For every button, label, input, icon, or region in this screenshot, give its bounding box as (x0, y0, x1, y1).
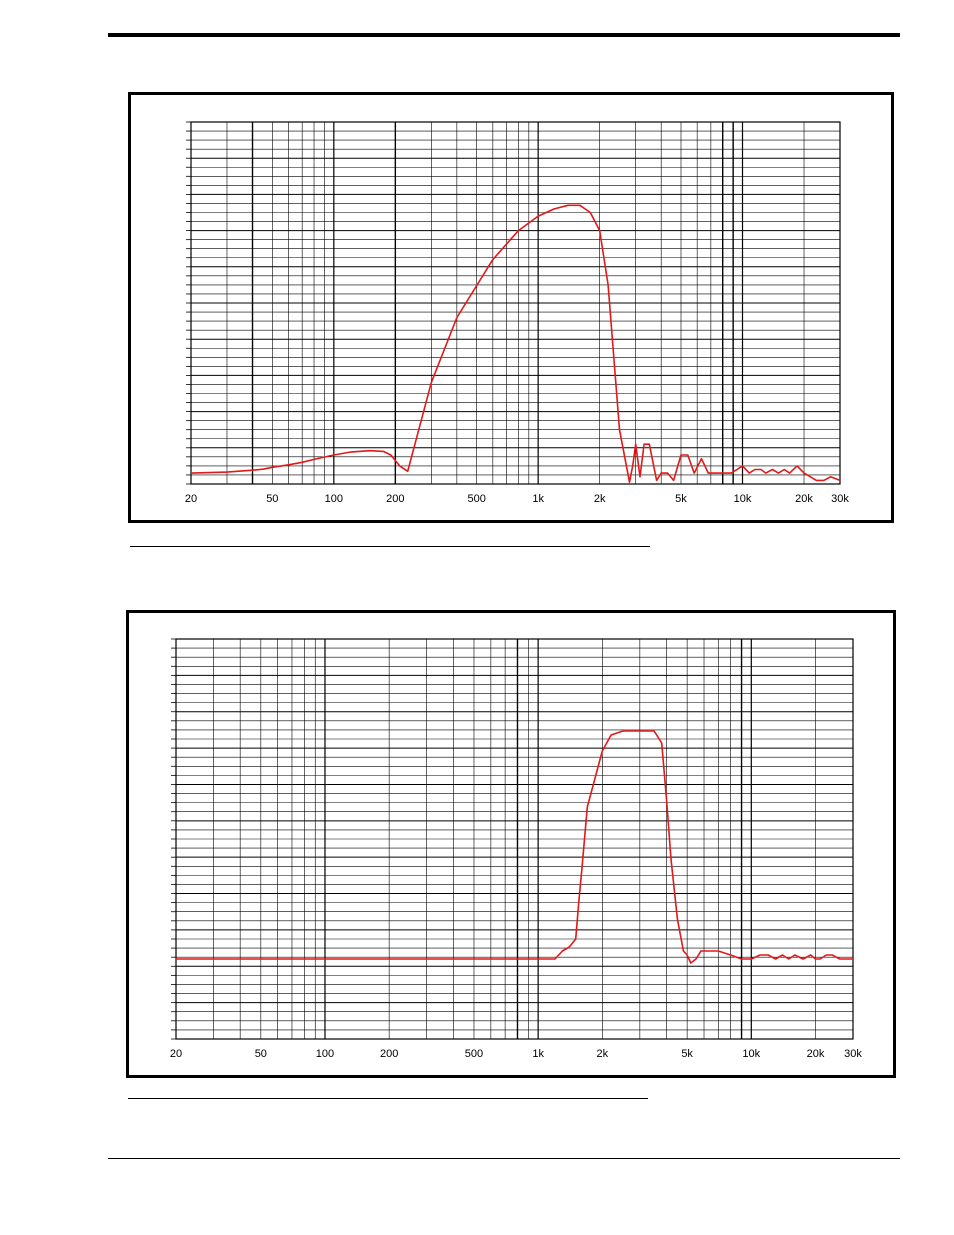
x-tick-label: 10k (734, 493, 752, 505)
x-tick-label: 50 (255, 1048, 267, 1060)
x-tick-label: 30k (844, 1048, 862, 1060)
x-tick-label: 10k (742, 1048, 760, 1060)
x-tick-label: 2k (594, 493, 606, 505)
plot-area (175, 638, 854, 1040)
top-rule (108, 33, 900, 37)
caption-1-underline (130, 546, 650, 547)
x-tick-label: 50 (266, 493, 278, 505)
x-tick-label: 1k (532, 1048, 544, 1060)
bottom-rule (108, 1158, 900, 1159)
x-tick-label: 100 (316, 1048, 334, 1060)
x-tick-label: 30k (831, 493, 849, 505)
x-tick-label: 20k (795, 493, 813, 505)
x-tick-label: 5k (681, 1048, 693, 1060)
chart-2-frame: 20 50 100 200 500 1k 2k 5k 10k 20k 30k (126, 610, 896, 1078)
x-tick-label: 200 (386, 493, 404, 505)
response-curve (190, 204, 841, 484)
x-tick-label: 500 (467, 493, 485, 505)
chart-1: 20 50 100 200 500 1k 2k 5k 10k 20k 30k (185, 121, 849, 505)
response-curve (176, 730, 853, 964)
caption-2-underline (128, 1098, 648, 1099)
grid-2 (171, 638, 854, 1040)
plot-area (190, 121, 841, 485)
x-tick-label: 200 (380, 1048, 398, 1060)
grid-1 (186, 121, 841, 485)
x-tick-label: 20k (807, 1048, 825, 1060)
x-tick-label: 2k (596, 1048, 608, 1060)
x-tick-label: 500 (465, 1048, 483, 1060)
x-tick-label: 20 (170, 1048, 182, 1060)
chart-1-frame: 20 50 100 200 500 1k 2k 5k 10k 20k 30k (128, 92, 894, 523)
chart-2: 20 50 100 200 500 1k 2k 5k 10k 20k 30k (170, 638, 862, 1060)
x-tick-label: 20 (185, 493, 197, 505)
x-tick-label: 100 (325, 493, 343, 505)
x-tick-label: 5k (675, 493, 687, 505)
x-tick-label: 1k (532, 493, 544, 505)
